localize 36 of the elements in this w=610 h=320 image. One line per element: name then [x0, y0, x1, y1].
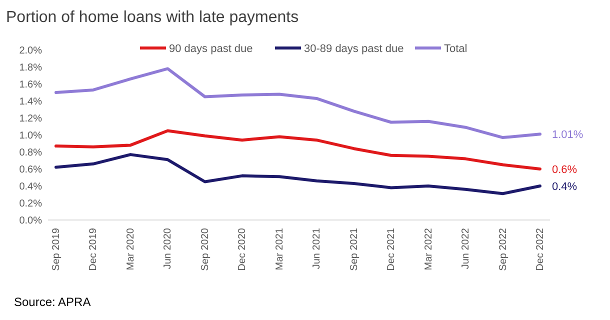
- y-tick-label: 0.2%: [19, 198, 42, 210]
- line-series: [54, 67, 542, 140]
- y-tick-label: 0.0%: [19, 216, 42, 226]
- y-tick-label: 1.4%: [19, 96, 42, 108]
- y-tick-label: 1.6%: [19, 80, 42, 90]
- chart-title: Portion of home loans with late payments: [6, 9, 299, 26]
- x-tick-label: Jun 2022: [460, 228, 472, 270]
- legend-label: Total: [444, 43, 468, 55]
- x-tick-label: Jun 2020: [162, 228, 174, 270]
- line-series: [54, 153, 542, 196]
- legend-label: 90 days past due: [169, 43, 253, 55]
- y-tick-label: 1.2%: [19, 114, 42, 124]
- source-note: Source: APRA: [14, 295, 91, 309]
- y-tick-label: 0.8%: [19, 148, 42, 158]
- x-tick-label: Mar 2021: [274, 228, 286, 270]
- x-tick-label: Dec 2022: [535, 228, 546, 271]
- x-tick-label: Mar 2020: [125, 228, 136, 270]
- y-tick-label: 2.0%: [19, 46, 42, 56]
- y-tick-label: 0.4%: [19, 182, 42, 192]
- legend-label: 30-89 days past due: [304, 43, 404, 55]
- x-tick-label: Jun 2021: [312, 228, 323, 270]
- y-tick-label: 1.0%: [19, 130, 42, 142]
- x-tick-label: Sep 2020: [200, 228, 211, 271]
- line-series: [54, 129, 542, 170]
- data-label: 0.4%: [552, 181, 578, 193]
- data-label: 1.01%: [552, 129, 584, 142]
- data-label: 0.6%: [552, 164, 578, 176]
- x-tick-label: Sep 2022: [498, 228, 509, 271]
- x-tick-label: Mar 2022: [423, 228, 434, 270]
- x-tick-label: Dec 2021: [386, 228, 398, 271]
- x-tick-label: Dec 2020: [237, 228, 248, 271]
- x-tick-label: Sep 2019: [51, 228, 62, 271]
- x-tick-label: Dec 2019: [88, 228, 100, 271]
- y-tick-label: 0.6%: [19, 164, 42, 176]
- y-tick-label: 1.8%: [19, 62, 42, 74]
- x-tick-label: Sep 2021: [348, 228, 360, 271]
